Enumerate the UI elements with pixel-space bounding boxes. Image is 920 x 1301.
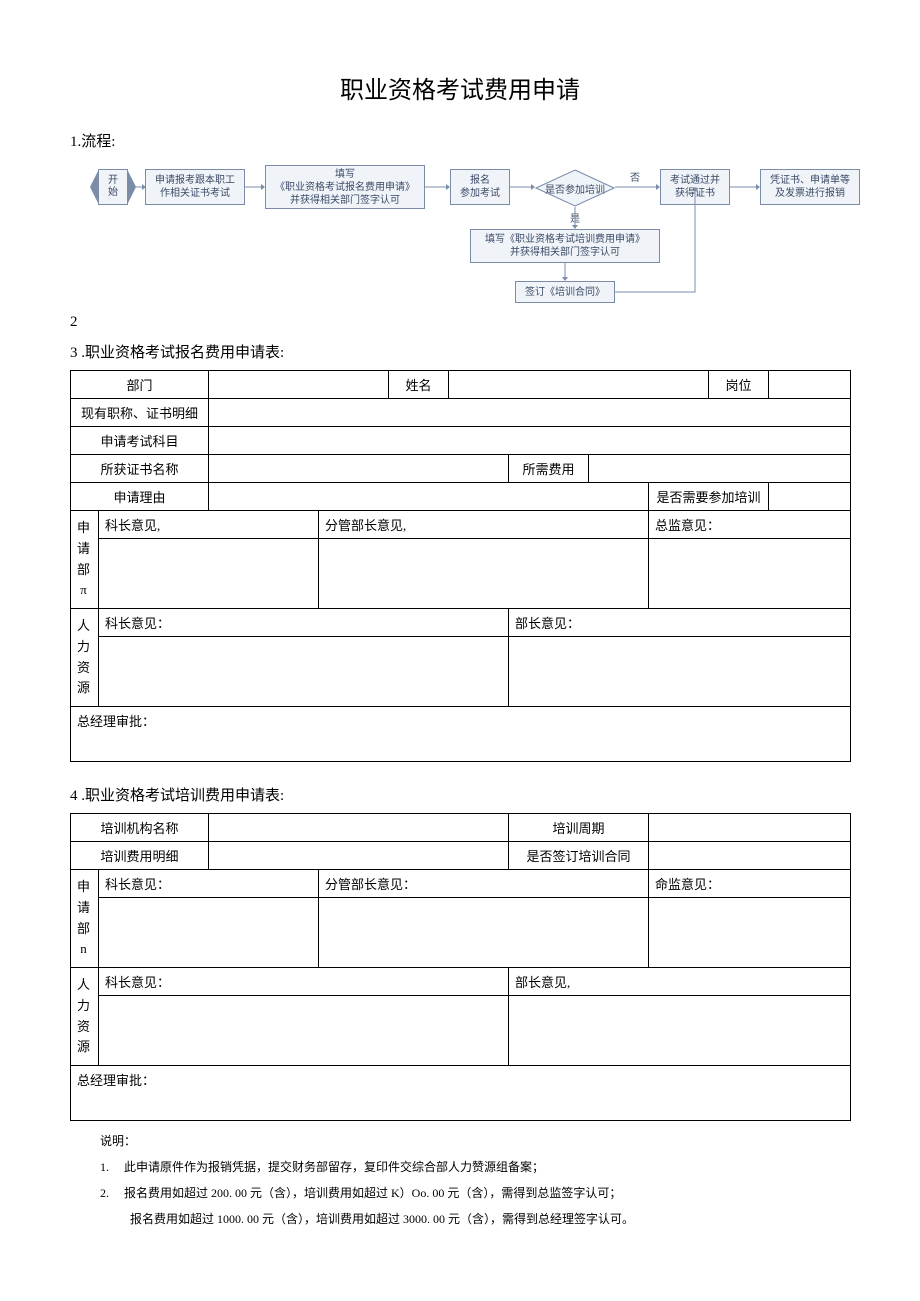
cell-op1: 科长意见, xyxy=(99,511,319,539)
cell-op1-body-2 xyxy=(99,898,319,968)
notes-header: 说明： xyxy=(100,1129,850,1153)
flow-node-5: 凭证书、申请单等 及发票进行报销 xyxy=(760,169,860,205)
cell-hr-2: 人力 资源 xyxy=(71,968,99,1066)
notes-line-3: 报名费用如超过 1000. 00 元（含），培训费用如超过 3000. 00 元… xyxy=(130,1207,850,1231)
notes-line-2: 2. 报名费用如超过 200. 00 元（含），培训费用如超过 K）Oo. 00… xyxy=(100,1181,850,1205)
cell-op3: 总监意见： xyxy=(649,511,851,539)
cell-org-value xyxy=(209,814,509,842)
flow-label-no: 否 xyxy=(630,169,640,184)
cell-training-value xyxy=(769,483,851,511)
flow-node-2: 填写 《职业资格考试报名费用申请》 并获得相关部门签字认可 xyxy=(265,165,425,209)
cell-op5-body xyxy=(509,637,851,707)
cell-name-value xyxy=(449,371,709,399)
cell-name-label: 姓名 xyxy=(389,371,449,399)
cell-reason-label: 申请理由 xyxy=(71,483,209,511)
arrow-icon xyxy=(571,207,579,229)
cell-op2-2: 分管部长意见： xyxy=(319,870,649,898)
cell-dept-value xyxy=(209,371,389,399)
arrow-icon xyxy=(134,183,146,191)
arrow-icon xyxy=(245,183,265,191)
cell-period-value xyxy=(649,814,851,842)
cell-training-label: 是否需要参加培训 xyxy=(649,483,769,511)
notes-section: 说明： 1. 此申请原件作为报销凭据，提交财务部留存，复印件交综合部人力赞源组备… xyxy=(100,1129,850,1231)
flow-start: 开 始 xyxy=(98,169,128,205)
section-1-header: 1.流程: xyxy=(70,130,850,151)
cell-contract-value xyxy=(649,842,851,870)
cell-op2-body xyxy=(319,539,649,609)
cell-op3-body xyxy=(649,539,851,609)
section-4-header: 4 .职业资格考试培训费用申请表: xyxy=(70,784,850,805)
cell-op4: 科长意见： xyxy=(99,609,509,637)
arrow-icon xyxy=(615,187,705,297)
flow-node-3: 报名 参加考试 xyxy=(450,169,510,205)
arrow-icon xyxy=(510,183,535,191)
cell-subject-label: 申请考试科目 xyxy=(71,427,209,455)
cell-gm-2: 总经理审批： xyxy=(71,1066,851,1121)
flowchart: 开 始 申请报考跟本职工 作相关证书考试 填写 《职业资格考试报名费用申请》 并… xyxy=(90,159,870,304)
cell-cert-detail-value xyxy=(209,399,851,427)
cell-op5: 部长意见： xyxy=(509,609,851,637)
section-3-header: 3 .职业资格考试报名费用申请表: xyxy=(70,341,850,362)
cell-op4-2: 科长意见： xyxy=(99,968,509,996)
cell-op2-body-2 xyxy=(319,898,649,968)
cell-op4-body-2 xyxy=(99,996,509,1066)
cell-subject-value xyxy=(209,427,851,455)
cell-cert-name-value xyxy=(209,455,509,483)
page-title: 职业资格考试费用申请 xyxy=(70,70,850,105)
cell-dept-label: 部门 xyxy=(71,371,209,399)
cell-cert-name-label: 所获证书名称 xyxy=(71,455,209,483)
stray-number-2: 2 xyxy=(70,314,850,331)
cell-position-value xyxy=(769,371,851,399)
cell-fee-detail-value xyxy=(209,842,509,870)
flow-node-1: 申请报考跟本职工 作相关证书考试 xyxy=(145,169,245,205)
cell-op1-2: 科长意见： xyxy=(99,870,319,898)
arrow-icon xyxy=(425,183,450,191)
cell-apply-dept-2: 申 请 部 n xyxy=(71,870,99,968)
cell-org-label: 培训机构名称 xyxy=(71,814,209,842)
cell-reason-value xyxy=(209,483,649,511)
cell-contract-label: 是否签订培训合同 xyxy=(509,842,649,870)
cell-cert-detail-label: 现有职称、证书明细 xyxy=(71,399,209,427)
cell-op3-body-2 xyxy=(649,898,851,968)
cell-op3-2: 命监意见： xyxy=(649,870,851,898)
flow-decision: 是否参加培训 xyxy=(535,169,615,207)
cell-fee-detail-label: 培训费用明细 xyxy=(71,842,209,870)
cell-fee-label: 所需费用 xyxy=(509,455,589,483)
cell-op2: 分管部长意见, xyxy=(319,511,649,539)
cell-fee-value xyxy=(589,455,851,483)
cell-op4-body xyxy=(99,637,509,707)
application-table-1: 部门 姓名 岗位 现有职称、证书明细 申请考试科目 所获证书名称 所需费用 申请… xyxy=(70,370,851,762)
application-table-2: 培训机构名称 培训周期 培训费用明细 是否签订培训合同 申 请 部 n 科长意见… xyxy=(70,813,851,1121)
cell-gm: 总经理审批： xyxy=(71,707,851,762)
notes-line-1: 1. 此申请原件作为报销凭据，提交财务部留存，复印件交综合部人力赞源组备案； xyxy=(100,1155,850,1179)
cell-apply-dept: 申 请 部 π xyxy=(71,511,99,609)
arrow-icon xyxy=(730,183,760,191)
arrow-icon xyxy=(561,263,569,281)
cell-hr: 人力 资源 xyxy=(71,609,99,707)
cell-period-label: 培训周期 xyxy=(509,814,649,842)
cell-op1-body xyxy=(99,539,319,609)
cell-op5-2: 部长意见, xyxy=(509,968,851,996)
flow-node-7: 签订《培训合同》 xyxy=(515,281,615,303)
cell-position-label: 岗位 xyxy=(709,371,769,399)
cell-op5-body-2 xyxy=(509,996,851,1066)
